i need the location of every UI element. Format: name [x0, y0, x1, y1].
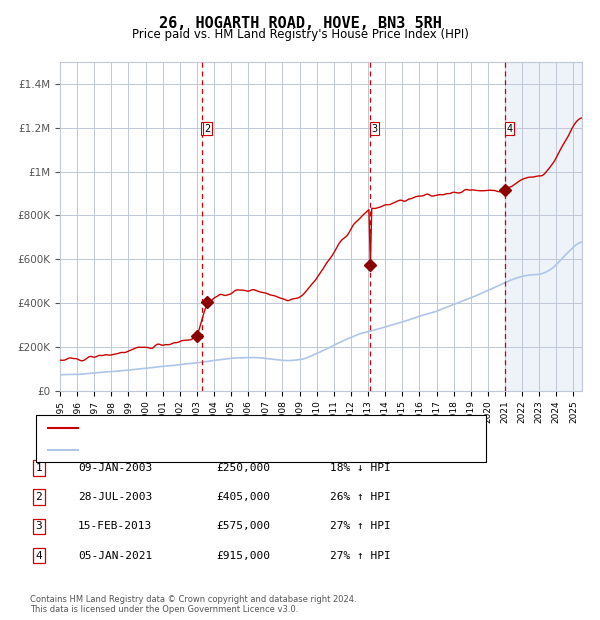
Bar	[505, 62, 582, 391]
Text: This data is licensed under the Open Government Licence v3.0.: This data is licensed under the Open Gov…	[30, 604, 298, 614]
Text: 3: 3	[35, 521, 43, 531]
Text: 1: 1	[203, 124, 209, 134]
Text: 2: 2	[205, 124, 211, 134]
Text: 15-FEB-2013: 15-FEB-2013	[78, 521, 152, 531]
Text: 1: 1	[35, 463, 43, 473]
Text: 05-JAN-2021: 05-JAN-2021	[78, 551, 152, 560]
Text: 4: 4	[506, 124, 512, 134]
Text: 28-JUL-2003: 28-JUL-2003	[78, 492, 152, 502]
Text: 26, HOGARTH ROAD, HOVE, BN3 5RH (detached house): 26, HOGARTH ROAD, HOVE, BN3 5RH (detache…	[84, 423, 366, 433]
Text: Contains HM Land Registry data © Crown copyright and database right 2024.: Contains HM Land Registry data © Crown c…	[30, 595, 356, 604]
Text: 27% ↑ HPI: 27% ↑ HPI	[330, 521, 391, 531]
Text: Price paid vs. HM Land Registry's House Price Index (HPI): Price paid vs. HM Land Registry's House …	[131, 28, 469, 41]
Text: 18% ↓ HPI: 18% ↓ HPI	[330, 463, 391, 473]
Text: 27% ↑ HPI: 27% ↑ HPI	[330, 551, 391, 560]
Text: 4: 4	[35, 551, 43, 560]
Text: £575,000: £575,000	[216, 521, 270, 531]
Text: HPI: Average price, detached house, Brighton and Hove: HPI: Average price, detached house, Brig…	[84, 445, 395, 454]
Text: 09-JAN-2003: 09-JAN-2003	[78, 463, 152, 473]
Text: 26, HOGARTH ROAD, HOVE, BN3 5RH: 26, HOGARTH ROAD, HOVE, BN3 5RH	[158, 16, 442, 30]
Text: £250,000: £250,000	[216, 463, 270, 473]
Text: 26% ↑ HPI: 26% ↑ HPI	[330, 492, 391, 502]
Text: £915,000: £915,000	[216, 551, 270, 560]
Text: 3: 3	[371, 124, 377, 134]
Text: £405,000: £405,000	[216, 492, 270, 502]
Text: 2: 2	[35, 492, 43, 502]
